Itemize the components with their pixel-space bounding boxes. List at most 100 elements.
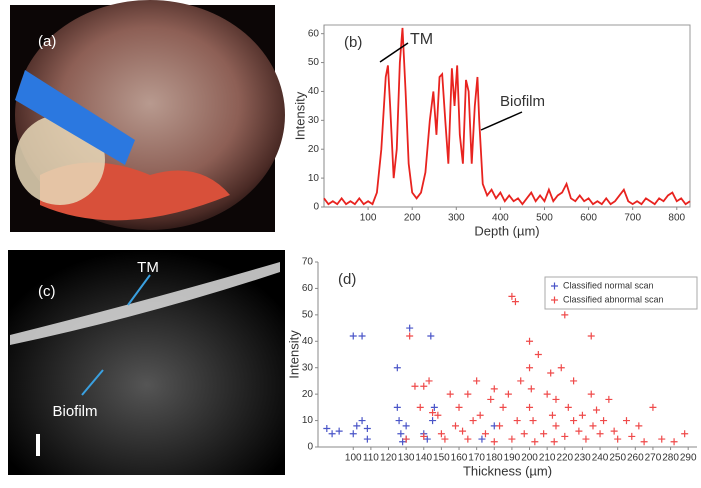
scatter-point — [496, 422, 503, 429]
scatter-point — [628, 433, 635, 440]
x-tick-label: 160 — [451, 453, 468, 464]
x-tick-label: 130 — [398, 453, 415, 464]
scatter-point — [441, 436, 448, 443]
scatter-point — [526, 338, 533, 345]
scatter-point — [579, 412, 586, 419]
scatter-point — [353, 422, 360, 429]
scatter-point — [394, 404, 401, 411]
panel-label: (d) — [338, 271, 356, 288]
annotation: TM — [410, 31, 433, 48]
scatter-point — [323, 425, 330, 432]
annotation-arrow — [481, 112, 522, 130]
scatter-point — [544, 391, 551, 398]
scatter-point — [558, 364, 565, 371]
scatter-point — [658, 436, 665, 443]
scatter-point — [547, 370, 554, 377]
x-tick-label: 400 — [492, 213, 509, 224]
y-tick-label: 40 — [308, 86, 320, 97]
scatter-point — [464, 436, 471, 443]
y-tick-label: 0 — [307, 442, 313, 453]
scatter-point — [565, 404, 572, 411]
legend-label: Classified abnormal scan — [563, 294, 664, 304]
scatter-point — [473, 377, 480, 384]
scatter-point — [505, 391, 512, 398]
x-tick-label: 150 — [433, 453, 450, 464]
scatter-point — [649, 404, 656, 411]
x-tick-label: 230 — [574, 453, 591, 464]
y-tick-label: 30 — [302, 362, 314, 373]
scatter-point — [589, 422, 596, 429]
scatter-point — [552, 422, 559, 429]
scatter-point — [681, 430, 688, 437]
scatter-point — [491, 385, 498, 392]
scatter-point — [364, 436, 371, 443]
data-line — [324, 28, 690, 204]
x-tick-label: 500 — [536, 213, 553, 224]
annotation: TM — [137, 259, 159, 276]
scatter-point — [478, 436, 485, 443]
scatter-point — [561, 433, 568, 440]
y-tick-label: 20 — [302, 389, 314, 400]
x-tick-label: 250 — [609, 453, 626, 464]
scatter-point — [561, 311, 568, 318]
panel-label: (a) — [38, 33, 56, 50]
scatter-point — [611, 428, 618, 435]
x-axis-title: Thickness (µm) — [463, 463, 552, 478]
scatter-point — [593, 407, 600, 414]
scatter-point — [641, 438, 648, 445]
scatter-point — [426, 377, 433, 384]
x-tick-label: 220 — [556, 453, 573, 464]
x-tick-label: 260 — [627, 453, 644, 464]
scatter-point — [597, 430, 604, 437]
scatter-point — [552, 396, 559, 403]
y-tick-label: 50 — [308, 57, 320, 68]
scatter-point — [350, 333, 357, 340]
x-tick-label: 140 — [415, 453, 432, 464]
x-tick-label: 170 — [468, 453, 485, 464]
scatter-point — [508, 436, 515, 443]
scatter-point — [582, 436, 589, 443]
scatter-point — [491, 438, 498, 445]
y-tick-label: 70 — [302, 257, 314, 268]
scatter-point — [487, 396, 494, 403]
annotation: Biofilm — [52, 403, 97, 420]
x-tick-label: 210 — [539, 453, 556, 464]
x-tick-label: 100 — [360, 213, 377, 224]
scatter-point — [521, 430, 528, 437]
x-tick-label: 280 — [662, 453, 679, 464]
y-axis-title: Intensity — [286, 330, 301, 379]
scatter-point — [600, 417, 607, 424]
y-tick-label: 50 — [302, 309, 314, 320]
x-tick-label: 200 — [521, 453, 538, 464]
scatter-point — [429, 417, 436, 424]
x-tick-label: 190 — [504, 453, 521, 464]
scatter-point — [350, 430, 357, 437]
x-tick-label: 240 — [592, 453, 609, 464]
scatter-point — [671, 438, 678, 445]
scatter-point — [359, 417, 366, 424]
scatter-point — [517, 377, 524, 384]
legend-label: Classified normal scan — [563, 280, 654, 290]
scatter-point — [470, 417, 477, 424]
scatter-point — [535, 351, 542, 358]
scatter-point — [477, 412, 484, 419]
scatter-point — [540, 430, 547, 437]
scatter-point — [575, 428, 582, 435]
y-tick-label: 10 — [302, 415, 314, 426]
scatter-point — [588, 391, 595, 398]
x-tick-label: 100 — [345, 453, 362, 464]
y-tick-label: 10 — [308, 173, 320, 184]
panel-label: (c) — [38, 283, 56, 300]
y-axis-title: Intensity — [292, 91, 307, 140]
scatter-point — [452, 422, 459, 429]
scatter-point — [530, 417, 537, 424]
scatter-point — [549, 412, 556, 419]
x-tick-label: 180 — [486, 453, 503, 464]
scatter-point — [482, 430, 489, 437]
scatter-point — [526, 404, 533, 411]
y-tick-label: 60 — [302, 283, 314, 294]
scatter-point — [417, 404, 424, 411]
scatter-point — [329, 430, 336, 437]
x-tick-label: 120 — [380, 453, 397, 464]
x-tick-label: 110 — [363, 453, 379, 464]
